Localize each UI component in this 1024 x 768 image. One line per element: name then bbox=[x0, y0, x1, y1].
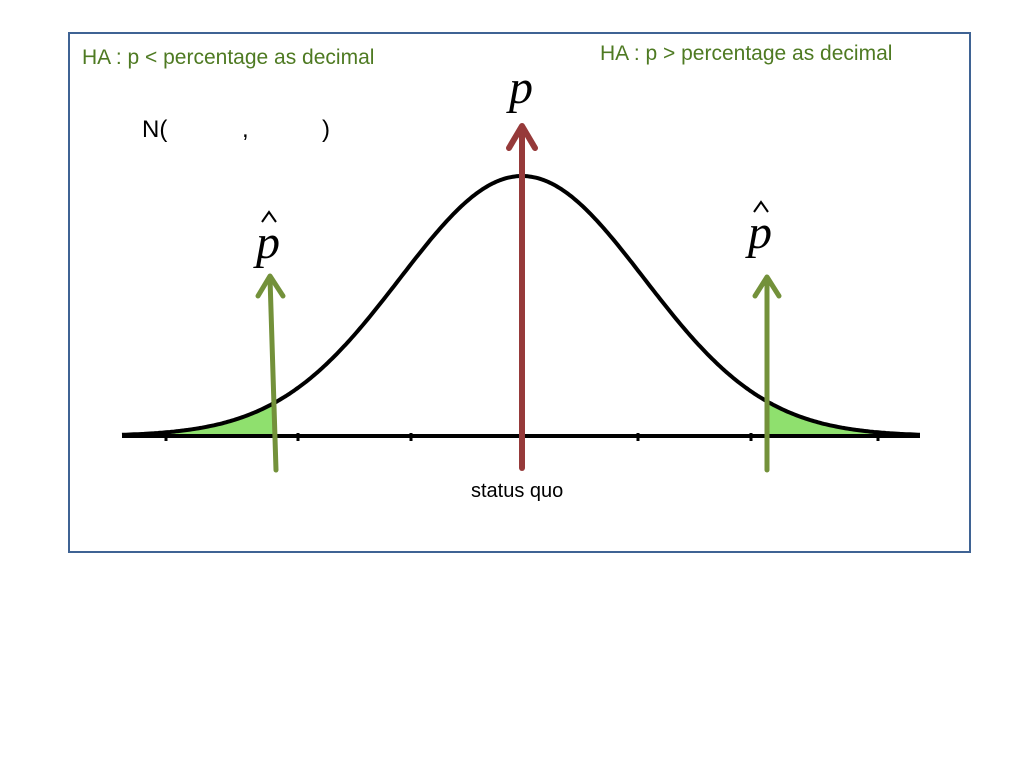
sample-statistic-arrow-left bbox=[255, 273, 286, 473]
right-tail-region bbox=[768, 402, 880, 436]
p-hat-letter-right: p bbox=[745, 206, 772, 259]
normal-notation-separator: , bbox=[242, 116, 249, 143]
normal-notation-suffix: ) bbox=[322, 116, 330, 143]
sample-statistic-arrow-right bbox=[752, 274, 782, 473]
population-parameter-arrow bbox=[506, 123, 538, 471]
sample-statistic-label-left: p bbox=[253, 210, 280, 269]
status-quo-label: status quo bbox=[471, 480, 564, 502]
alternative-hypothesis-right: HA : p > percentage as decimal bbox=[600, 42, 893, 65]
normal-notation-prefix: N( bbox=[142, 116, 168, 143]
population-parameter-label: p bbox=[506, 61, 533, 114]
alternative-hypothesis-left: HA : p < percentage as decimal bbox=[82, 46, 375, 69]
sample-statistic-label-right: p bbox=[745, 200, 772, 259]
hat-symbol-left bbox=[261, 210, 277, 223]
left-tail-region bbox=[150, 403, 274, 436]
axis-ticks bbox=[164, 433, 880, 441]
p-hat-letter-left: p bbox=[253, 216, 280, 269]
hat-symbol-right bbox=[753, 200, 769, 213]
